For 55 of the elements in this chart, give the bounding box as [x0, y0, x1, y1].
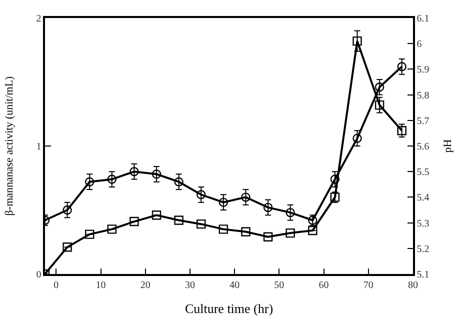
point: [352, 134, 362, 143]
y2-tick-label: 5.9: [416, 64, 430, 76]
x-tick-label: 70: [363, 280, 374, 291]
point: [62, 205, 72, 215]
y-tick-label: 1: [36, 142, 42, 152]
point: [174, 177, 184, 186]
x-tick-label: 0: [54, 280, 59, 291]
x-tick-label: 30: [184, 280, 195, 291]
point: [374, 100, 384, 110]
point: [352, 36, 362, 46]
x-tick-label: 50: [274, 280, 284, 291]
point: [397, 62, 406, 72]
point: [107, 174, 117, 184]
point: [286, 228, 295, 238]
x-tick-label: 20: [140, 280, 150, 291]
y2-tick-label: 6: [416, 39, 422, 50]
point: [152, 170, 162, 179]
y-tick-label: 2: [36, 14, 42, 24]
y2-tick-label: 6.1: [416, 14, 430, 24]
point: [196, 190, 206, 200]
point: [62, 242, 72, 252]
y2-tick-label: 5.5: [416, 167, 430, 178]
point: [263, 202, 273, 212]
y2-tick-label: 5.1: [416, 270, 430, 280]
point: [218, 198, 228, 207]
point: [397, 126, 406, 136]
point: [85, 230, 94, 239]
x-tick-label: 60: [318, 280, 329, 291]
y2-tick-label: 5.3: [416, 218, 430, 230]
point: [374, 82, 384, 92]
x-tick-label: 10: [96, 280, 106, 291]
point: [130, 216, 139, 226]
point: [85, 177, 94, 186]
x-tick-label: 80: [408, 280, 418, 291]
y2-tick-label: 5.6: [416, 142, 430, 152]
point: [218, 224, 228, 234]
y2-tick-label: 5.7: [416, 116, 430, 127]
point: [241, 192, 250, 202]
y2-tick-label: 5.8: [416, 90, 430, 102]
point: [130, 167, 139, 176]
y2-tick-label: 5.2: [416, 244, 430, 255]
point: [263, 232, 273, 242]
point: [286, 208, 295, 218]
x-axis-title: Culture time (hr): [184, 300, 274, 316]
y-tick-label: 0: [36, 270, 42, 280]
x-tick-label: 40: [230, 280, 240, 291]
y2-axis-title: pH: [442, 139, 454, 153]
point: [308, 226, 318, 236]
point: [196, 219, 206, 229]
point: [107, 224, 117, 234]
point: [152, 210, 162, 220]
point: [241, 227, 250, 236]
y-axis-title: β-mannanase activity (unit/mL): [4, 76, 16, 216]
point: [174, 216, 184, 225]
y2-tick-label: 5.4: [416, 192, 430, 204]
